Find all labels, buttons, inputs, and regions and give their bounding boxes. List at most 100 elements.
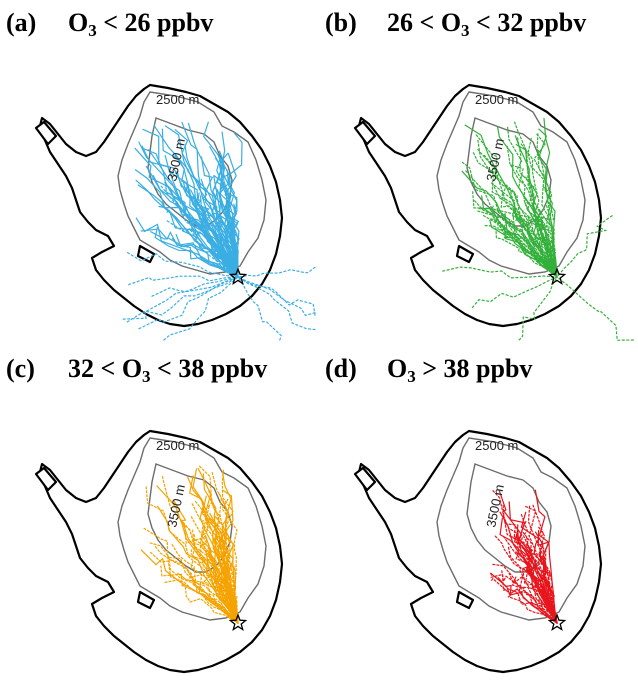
label-pre: 32 < O	[68, 354, 143, 383]
trajectory-path-long	[160, 185, 239, 278]
label-sub: 3	[88, 21, 97, 40]
trajectory-path	[515, 216, 558, 278]
trajectory-path	[491, 577, 558, 624]
trajectory-path	[475, 134, 558, 278]
trajectory-path-long	[151, 276, 239, 297]
trajectory-path	[206, 574, 239, 624]
label-post: < 38 ppbv	[150, 354, 268, 383]
trajectory-path-long	[442, 266, 558, 279]
trajectory-path-long	[138, 276, 239, 330]
panel-title: (b) 26 < O3 < 32 ppbv	[325, 6, 586, 48]
trajectory-path	[492, 563, 558, 624]
trajectory-path	[524, 536, 558, 624]
label-pre: O	[387, 354, 408, 383]
panel-a: (a) O3 < 26 ppbv 2500 m 3500 m	[0, 0, 319, 346]
trajectory-path-long	[237, 276, 316, 317]
trajectory-path	[134, 169, 239, 278]
ice-shelf-island	[455, 590, 475, 610]
panel-title: (c) 32 < O3 < 38 ppbv	[6, 352, 267, 394]
ice-shelf-island	[136, 244, 156, 264]
trajectory-path	[187, 122, 239, 278]
trajectory-path	[525, 505, 558, 624]
trajectory-path	[520, 514, 558, 624]
label-post: > 38 ppbv	[415, 354, 533, 383]
antarctica-coastline	[357, 429, 603, 674]
label-pre: 26 < O	[387, 8, 462, 37]
trajectory-path	[511, 576, 558, 624]
trajectory-path	[137, 184, 239, 278]
trajectory-path	[490, 209, 558, 278]
trajectory-path-long	[237, 276, 316, 331]
trajectory-path	[524, 202, 558, 278]
panel-title: (d) O3 > 38 ppbv	[325, 352, 532, 394]
trajectory-path	[534, 489, 558, 624]
panel-d: (d) O3 > 38 ppbv 2500 m 3500 m	[319, 346, 638, 692]
ice-shelf-island	[136, 590, 156, 610]
panel-letter: (a)	[6, 8, 37, 37]
trajectory-path	[464, 124, 558, 278]
trajectory-path	[542, 186, 558, 278]
panel-b: (b) 26 < O3 < 32 ppbv 2500 m 3500 m	[319, 0, 638, 346]
trajectory-path	[186, 476, 239, 624]
trajectories	[442, 117, 634, 341]
trajectory-path-long	[237, 266, 316, 278]
label-sub: 3	[142, 367, 151, 386]
trajectory-path	[532, 504, 558, 624]
trajectory-path-long	[471, 276, 558, 309]
trajectory-path	[208, 490, 239, 624]
trajectory-path	[502, 188, 558, 278]
panel-letter: (c)	[6, 354, 35, 383]
trajectory-path-long	[556, 276, 634, 341]
antarctica-coastline	[38, 429, 284, 674]
trajectory-path	[150, 551, 239, 624]
trajectory-path-long	[518, 276, 558, 341]
trajectory-path-long	[128, 275, 239, 286]
trajectory-path	[222, 182, 239, 278]
trajectory-path-long	[537, 207, 558, 278]
antarctica-coastline	[357, 83, 603, 328]
trajectory-path	[192, 468, 239, 624]
trajectory-path	[497, 577, 558, 624]
peninsula-island	[353, 120, 377, 146]
trajectory-path	[196, 192, 239, 278]
label-post: < 26 ppbv	[96, 8, 214, 37]
label-sub: 3	[461, 21, 470, 40]
trajectory-path	[171, 238, 239, 278]
label-pre: O	[68, 8, 89, 37]
trajectory-path-long	[127, 252, 239, 278]
contour-2500m	[436, 91, 586, 275]
trajectory-path	[205, 534, 239, 624]
trajectory-path-long	[166, 220, 239, 278]
ice-shelf-island	[455, 244, 475, 264]
trajectory-path	[224, 153, 239, 278]
trajectory-path-long	[126, 276, 239, 323]
panel-title: (a) O3 < 26 ppbv	[6, 6, 213, 48]
trajectories	[489, 489, 558, 624]
trajectory-path-long	[237, 276, 282, 341]
contour-2500m	[436, 437, 586, 621]
contour-label-2500: 2500 m	[475, 438, 518, 453]
trajectory-path	[537, 150, 558, 278]
contour-label-2500: 2500 m	[156, 92, 199, 107]
trajectory-path	[214, 515, 239, 624]
station-star-icon	[547, 613, 567, 631]
trajectory-path	[521, 520, 558, 624]
trajectory-path	[494, 535, 558, 624]
panel-c: (c) 32 < O3 < 38 ppbv 2500 m 3500 m	[0, 346, 319, 692]
trajectory-path	[184, 143, 239, 278]
trajectory-path	[517, 137, 558, 278]
trajectory-path-long	[122, 276, 239, 320]
trajectory-path	[484, 225, 558, 278]
trajectory-path	[461, 161, 558, 278]
trajectories	[140, 465, 239, 624]
trajectory-path	[171, 544, 239, 624]
trajectory-path	[180, 518, 239, 624]
trajectory-path	[507, 546, 558, 624]
trajectory-path	[187, 220, 239, 278]
panel-letter: (b)	[325, 8, 357, 37]
contour-label-2500: 2500 m	[475, 92, 518, 107]
trajectory-path	[221, 498, 239, 624]
panel-letter: (d)	[325, 354, 357, 383]
